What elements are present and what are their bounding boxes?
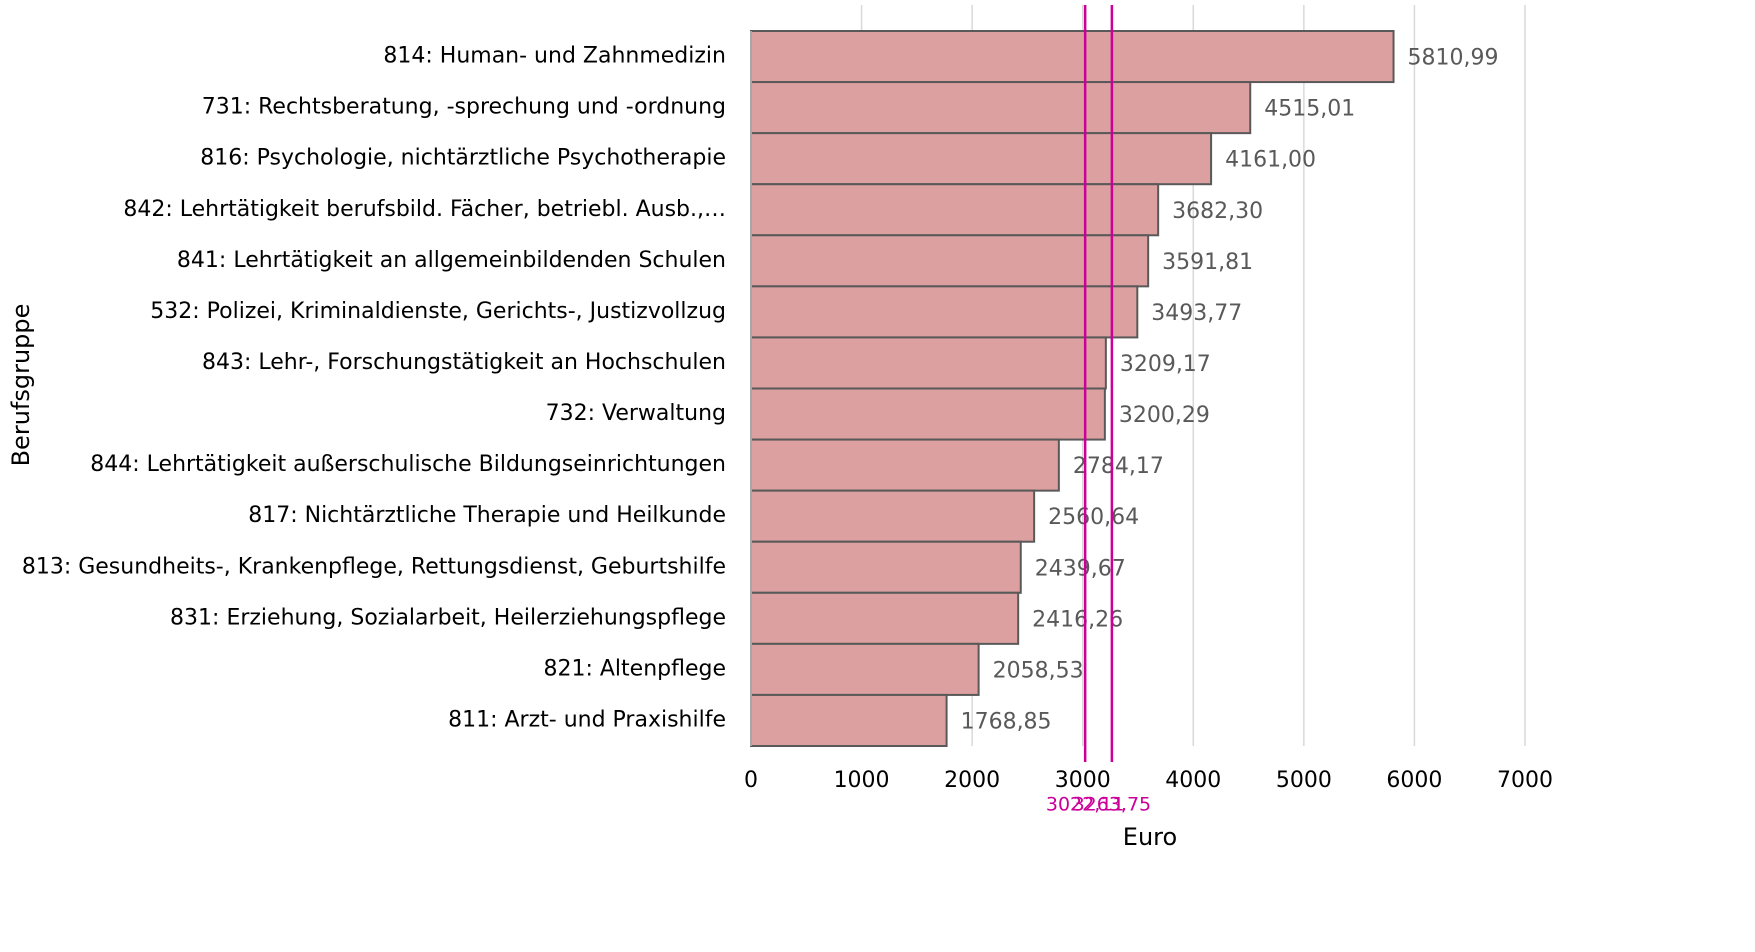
value-label: 5810,99	[1408, 46, 1499, 71]
x-tick-label: 7000	[1497, 768, 1553, 793]
bar	[750, 591, 1020, 645]
value-label: 1768,85	[961, 709, 1052, 734]
y-tick-label: 732: Verwaltung	[546, 401, 726, 426]
value-label: 2416,26	[1032, 607, 1123, 632]
y-tick-label: 731: Rechtsberatung, -sprechung und -ord…	[202, 95, 726, 120]
value-label: 4515,01	[1264, 97, 1355, 122]
y-axis-title: Berufsgruppe	[7, 304, 35, 467]
reference-label: 3022,11	[1046, 794, 1125, 816]
value-label: 3209,17	[1120, 352, 1211, 377]
bar	[750, 30, 1395, 84]
value-label: 3591,81	[1162, 250, 1253, 275]
y-tick-label: 842: Lehrtätigkeit berufsbild. Fächer, b…	[123, 197, 726, 222]
y-tick-label: 841: Lehrtätigkeit an allgemeinbildenden…	[177, 248, 726, 273]
y-tick-label: 821: Altenpflege	[543, 656, 726, 681]
bar	[750, 693, 948, 748]
y-tick-label: 831: Erziehung, Sozialarbeit, Heilerzieh…	[170, 605, 726, 630]
y-tick-label: 814: Human- und Zahnmedizin	[383, 44, 726, 69]
y-tick-label: 813: Gesundheits-, Krankenpflege, Rettun…	[22, 554, 726, 579]
x-tick-label: 2000	[944, 768, 1000, 793]
value-label: 2058,53	[993, 658, 1084, 683]
y-tick-label: 811: Arzt- und Praxishilfe	[448, 707, 726, 732]
x-tick-label: 1000	[834, 768, 890, 793]
bar	[750, 387, 1106, 441]
bar	[750, 81, 1252, 135]
bar	[750, 336, 1107, 390]
bar	[750, 540, 1022, 594]
value-label: 3200,29	[1119, 403, 1210, 428]
x-tick-label: 6000	[1386, 768, 1442, 793]
value-label: 2560,64	[1048, 505, 1139, 530]
x-tick-label: 3000	[1055, 768, 1111, 793]
y-tick-label: 843: Lehr-, Forschungstätigkeit an Hochs…	[202, 350, 726, 375]
bar	[750, 234, 1150, 288]
value-label: 2784,17	[1073, 454, 1164, 479]
x-axis-title: Euro	[1123, 823, 1177, 851]
y-tick-label: 816: Psychologie, nichtärztliche Psychot…	[200, 146, 726, 171]
bar	[750, 183, 1160, 237]
x-tick-label: 4000	[1165, 768, 1221, 793]
bar	[750, 642, 980, 696]
value-label: 2439,67	[1035, 556, 1126, 581]
y-tick-label: 817: Nichtärztliche Therapie und Heilkun…	[248, 503, 726, 528]
y-tick-label: 532: Polizei, Kriminaldienste, Gerichts-…	[150, 299, 726, 324]
value-label: 3493,77	[1151, 301, 1242, 326]
y-tick-label: 844: Lehrtätigkeit außerschulische Bildu…	[90, 452, 726, 477]
bar	[750, 489, 1036, 543]
value-label: 3682,30	[1172, 199, 1263, 224]
value-label: 4161,00	[1225, 148, 1316, 173]
bar	[750, 132, 1213, 186]
bar	[750, 438, 1060, 492]
reference-label: 3263,75	[1073, 794, 1152, 816]
x-tick-label: 0	[744, 768, 758, 793]
x-tick-label: 5000	[1276, 768, 1332, 793]
bar	[750, 285, 1139, 339]
